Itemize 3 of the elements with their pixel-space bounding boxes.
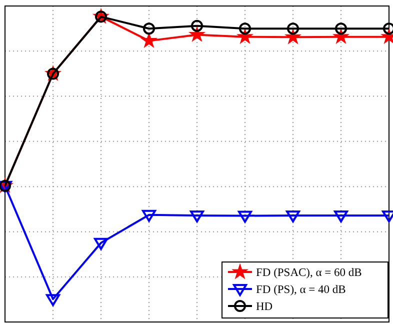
legend-label: HD	[256, 301, 273, 313]
legend-label: FD (PS), α = 40 dB	[256, 284, 346, 296]
legend-label: FD (PSAC), α = 60 dB	[256, 267, 362, 279]
